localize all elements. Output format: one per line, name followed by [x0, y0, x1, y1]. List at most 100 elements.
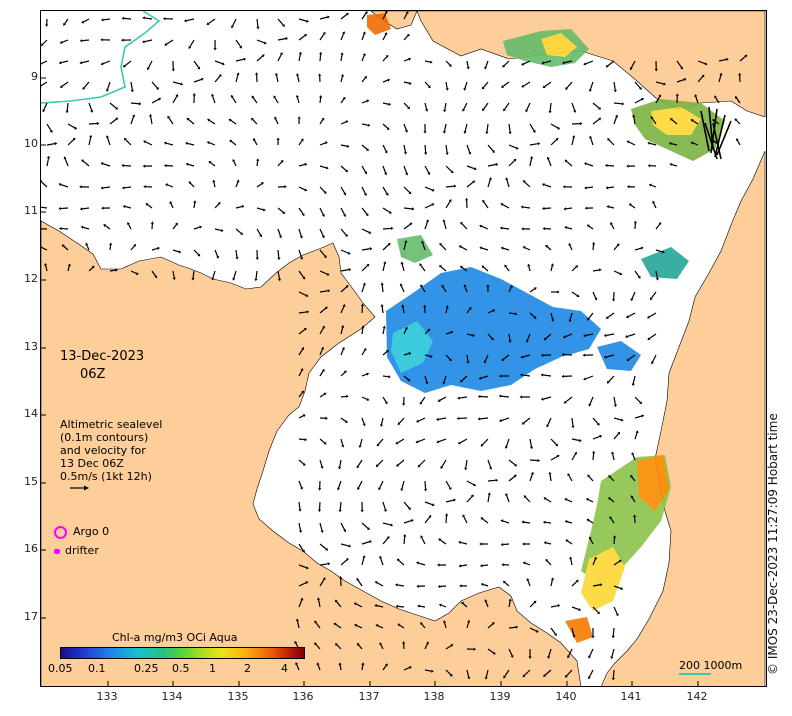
- velocity-arrow-head: [362, 555, 366, 558]
- velocity-arrow-head: [564, 159, 568, 163]
- velocity-arrow-head: [744, 54, 748, 58]
- velocity-arrow-head: [302, 276, 306, 280]
- velocity-arrow-head: [542, 520, 546, 524]
- velocity-arrow-head: [649, 297, 653, 301]
- velocity-arrow-head: [586, 317, 590, 321]
- velocity-arrow-head: [479, 542, 482, 546]
- velocity-arrow: [613, 81, 616, 90]
- velocity-arrow: [543, 374, 552, 377]
- velocity-arrow: [504, 581, 510, 587]
- velocity-arrow-head: [41, 43, 44, 46]
- velocity-arrow: [82, 207, 90, 210]
- velocity-arrow-head: [342, 31, 346, 35]
- velocity-arrow-head: [521, 227, 524, 231]
- velocity-arrow-head: [736, 138, 739, 142]
- velocity-arrow-head: [240, 232, 244, 235]
- velocity-arrow-head: [568, 242, 572, 246]
- velocity-arrow-head: [171, 68, 175, 72]
- velocity-arrow-head: [457, 441, 461, 445]
- chl-cyan-patch: [391, 321, 433, 373]
- velocity-arrow-head: [510, 654, 514, 658]
- velocity-arrow-head: [183, 19, 187, 23]
- scale-bar-line: [679, 673, 711, 675]
- velocity-arrow: [523, 669, 531, 676]
- velocity-arrow: [655, 249, 663, 253]
- velocity-arrow: [443, 375, 447, 383]
- velocity-arrow: [398, 605, 405, 608]
- velocity-arrow: [612, 453, 615, 461]
- velocity-arrow: [528, 266, 531, 272]
- velocity-arrow: [487, 479, 496, 482]
- velocity-arrow: [277, 249, 280, 258]
- velocity-arrow-head: [105, 135, 109, 139]
- velocity-arrow: [483, 201, 489, 209]
- chl-green-mid: [397, 235, 433, 263]
- colorbar-ticks: 0.05 0.1 0.25 0.5 1 2 4: [44, 662, 324, 676]
- velocity-arrow-head: [341, 444, 345, 448]
- velocity-arrow-head: [535, 629, 539, 633]
- velocity-arrow-head: [58, 183, 62, 187]
- info-line: Altimetric sealevel: [60, 418, 163, 431]
- velocity-arrow-head: [410, 519, 414, 523]
- map-frame[interactable]: [40, 10, 767, 687]
- velocity-arrow: [340, 522, 346, 531]
- velocity-arrow: [340, 98, 345, 104]
- velocity-arrow-head: [547, 655, 551, 659]
- velocity-arrow-head: [379, 642, 383, 646]
- velocity-arrow-head: [492, 651, 496, 655]
- velocity-arrow-head: [462, 108, 466, 112]
- velocity-arrow-head: [445, 152, 449, 156]
- velocity-arrow-head: [458, 245, 462, 249]
- velocity-arrow: [340, 417, 347, 422]
- velocity-arrow-head: [375, 464, 379, 468]
- velocity-arrow-head: [360, 303, 365, 307]
- velocity-arrow: [697, 60, 706, 65]
- velocity-arrow-head: [662, 250, 665, 254]
- velocity-arrow-head: [431, 203, 435, 207]
- velocity-arrow: [466, 480, 475, 486]
- velocity-arrow: [459, 438, 468, 444]
- velocity-arrow-head: [501, 358, 505, 361]
- velocity-arrow-head: [123, 137, 127, 141]
- velocity-arrow: [424, 669, 432, 672]
- velocity-arrow: [587, 498, 594, 503]
- velocity-arrow: [298, 348, 304, 356]
- velocity-arrow: [319, 33, 325, 41]
- velocity-arrow-head: [396, 463, 400, 467]
- velocity-arrow-head: [592, 241, 596, 245]
- velocity-arrow: [671, 119, 678, 125]
- velocity-arrow-head: [199, 225, 203, 229]
- velocity-arrow: [317, 664, 321, 671]
- velocity-arrow: [83, 81, 90, 89]
- velocity-arrow-head: [712, 140, 716, 144]
- velocity-arrow-head: [305, 566, 309, 570]
- velocity-arrow-head: [468, 151, 472, 155]
- velocity-arrow-head: [342, 304, 346, 307]
- velocity-arrow: [502, 227, 510, 230]
- velocity-arrow: [151, 98, 160, 104]
- velocity-arrow-head: [436, 417, 439, 421]
- velocity-arrow: [529, 438, 533, 447]
- velocity-arrow-head: [79, 61, 83, 65]
- velocity-arrow: [230, 119, 237, 125]
- velocity-arrow-head: [384, 32, 388, 36]
- velocity-arrow-head: [59, 40, 63, 44]
- velocity-arrow-head: [314, 642, 318, 646]
- velocity-arrow: [88, 267, 94, 272]
- velocity-arrow: [441, 459, 447, 468]
- velocity-arrow: [339, 501, 342, 510]
- velocity-arrow: [298, 582, 307, 587]
- velocity-arrow: [82, 226, 90, 230]
- velocity-arrow: [589, 538, 594, 545]
- velocity-arrow-head: [430, 354, 433, 358]
- velocity-arrow-head: [409, 222, 413, 226]
- velocity-arrow: [298, 543, 304, 551]
- velocity-arrow: [550, 455, 558, 461]
- velocity-arrow-head: [647, 337, 651, 340]
- velocity-arrow: [403, 242, 407, 251]
- velocity-arrow: [424, 102, 428, 110]
- velocity-arrow: [418, 562, 426, 566]
- velocity-arrow-head: [537, 142, 541, 146]
- velocity-arrow-head: [301, 390, 305, 394]
- velocity-arrow: [571, 417, 574, 426]
